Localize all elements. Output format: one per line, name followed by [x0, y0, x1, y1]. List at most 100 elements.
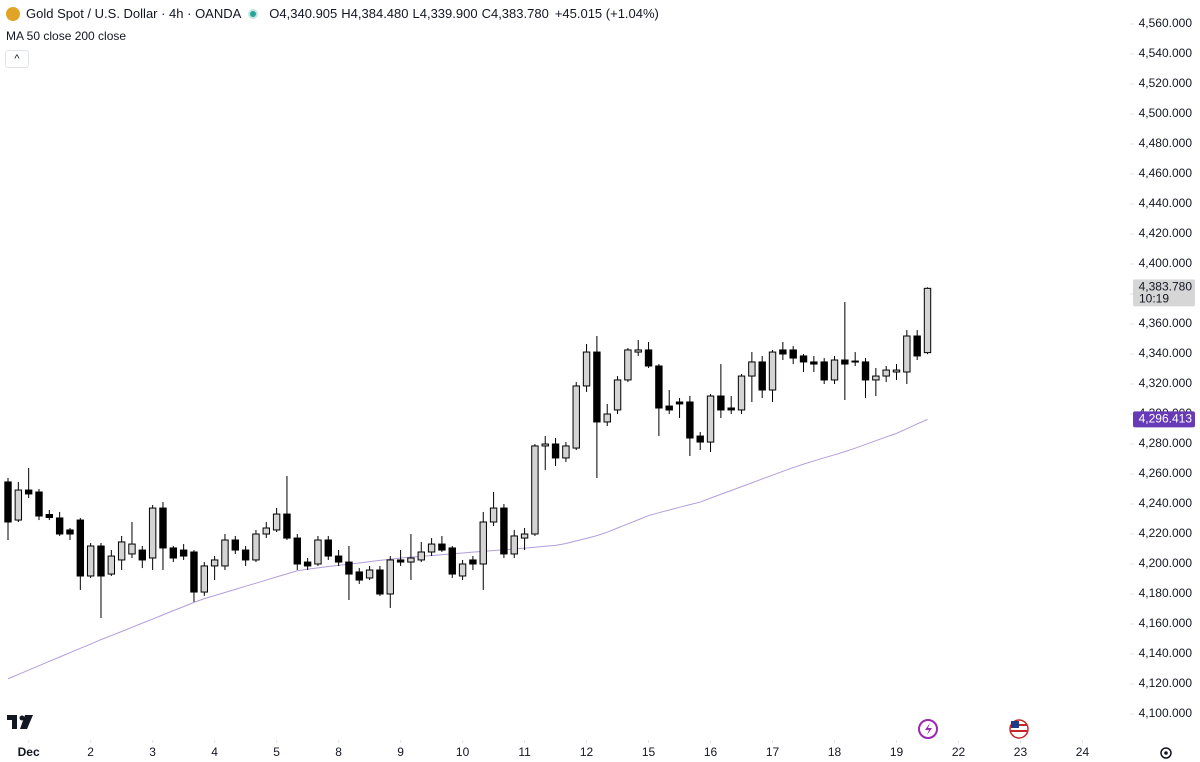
- candle-body: [303, 561, 312, 567]
- indicator-legend[interactable]: MA 50 close 200 close: [6, 29, 127, 43]
- candle-body: [520, 533, 529, 539]
- candle-body: [252, 533, 260, 561]
- candle-body: [179, 549, 188, 557]
- ohlc-label: L: [412, 6, 420, 21]
- candle-body: [159, 507, 167, 549]
- ohlc-values: O4,340.905 H4,384.480 L4,339.900 C4,383.780: [265, 6, 549, 21]
- candle-body: [221, 539, 229, 567]
- ohlc-label: H: [341, 6, 351, 21]
- candle-body: [675, 401, 684, 405]
- x-tick-label: 12: [580, 745, 594, 759]
- candle-body: [572, 385, 580, 449]
- logo-dot: [19, 715, 25, 721]
- ohlc-value: 4,340.905: [279, 6, 338, 21]
- candle-body: [272, 513, 281, 531]
- y-tick-label: 4,360.000: [1139, 316, 1193, 330]
- candle-body: [582, 351, 591, 387]
- y-tick-label: 4,500.000: [1139, 106, 1193, 120]
- y-tick-label: 4,460.000: [1139, 166, 1193, 180]
- y-tick-label: 4,240.000: [1139, 496, 1193, 510]
- candle-body: [872, 375, 880, 381]
- candle-body: [624, 349, 632, 381]
- candle-body: [706, 395, 715, 443]
- candle-body: [810, 361, 818, 365]
- candle-body: [686, 401, 694, 439]
- x-tick-label: 10: [456, 745, 470, 759]
- candle-body: [407, 557, 415, 563]
- ohlc-item: L4,339.900: [413, 6, 478, 21]
- candle-body: [241, 549, 250, 561]
- x-tick-label: 18: [828, 745, 842, 759]
- symbol-title[interactable]: Gold Spot / U.S. Dollar · 4h · OANDA: [26, 6, 242, 21]
- candle-body: [882, 369, 890, 377]
- axis-layer: 4,100.000 4,120.000 4,140.000 4,160.000 4,18…: [18, 16, 1195, 759]
- candle-body: [892, 369, 901, 373]
- candle-body: [334, 555, 343, 563]
- logo-mark: [20, 715, 33, 729]
- candle-body: [913, 335, 921, 357]
- logo[interactable]: [7, 715, 33, 729]
- candle-body: [438, 543, 446, 551]
- x-tick-label: 11: [518, 745, 531, 759]
- candle-body: [758, 361, 766, 391]
- ma-layer: [7, 418, 928, 680]
- y-tick-label: 4,160.000: [1139, 616, 1193, 630]
- y-tick-label: 4,200.000: [1139, 556, 1193, 570]
- change: +45.015 (+1.04%): [554, 6, 659, 21]
- ohlc-value: 4,384.480: [350, 6, 409, 21]
- candle-body: [500, 507, 508, 555]
- candle-body: [479, 521, 487, 565]
- candle-body: [128, 543, 136, 555]
- ohlc-value: 4,383.780: [490, 6, 549, 21]
- event-icon[interactable]: [918, 719, 938, 739]
- y-tick-label: 4,520.000: [1139, 76, 1193, 90]
- x-tick-label: 5: [273, 745, 280, 759]
- settings-hub: [1164, 751, 1168, 755]
- y-tick-label: 4,220.000: [1139, 526, 1193, 540]
- settings-button[interactable]: [1160, 747, 1172, 759]
- event-circle: [918, 719, 938, 739]
- candle-body: [531, 445, 539, 535]
- candle-body: [830, 359, 839, 381]
- ma-tag: [1133, 411, 1195, 428]
- candle-body: [448, 547, 456, 575]
- candle-body: [396, 559, 405, 563]
- flag-stripe: [1011, 730, 1027, 732]
- symbol-icon: [6, 6, 20, 21]
- x-tick-label: 22: [952, 745, 966, 759]
- countdown-label: 10:19: [1139, 292, 1169, 306]
- candle-body: [748, 361, 756, 377]
- candle-body: [66, 529, 74, 535]
- candle-body: [376, 569, 384, 595]
- candle-body: [4, 481, 12, 523]
- candle-body: [86, 545, 95, 577]
- candle-body: [345, 561, 353, 575]
- collapse-button[interactable]: ^: [5, 50, 29, 68]
- flag-icon[interactable]: [1009, 719, 1029, 739]
- candle-body: [603, 413, 611, 423]
- ohlc-value: 4,339.900: [419, 6, 478, 21]
- y-tick-label: 4,420.000: [1139, 226, 1193, 240]
- candle-body: [737, 375, 746, 411]
- candle-body: [903, 335, 911, 373]
- x-tick-label: 15: [642, 745, 656, 759]
- x-tick-label: 8: [335, 745, 342, 759]
- candle-body: [489, 507, 498, 523]
- candle-body: [324, 539, 332, 557]
- candle-body: [768, 351, 777, 391]
- candle-body: [355, 571, 363, 581]
- candle-body: [417, 551, 425, 561]
- symbol-circle: [6, 6, 20, 21]
- ohlc-item: H4,384.480: [341, 6, 408, 21]
- settings-gear: [1160, 747, 1172, 759]
- y-tick-label: 4,560.000: [1139, 16, 1193, 30]
- candle-body: [655, 365, 663, 409]
- candle-body: [283, 513, 291, 539]
- candle-body: [386, 559, 394, 595]
- candle-body: [231, 539, 239, 551]
- candle-body: [45, 514, 54, 519]
- candle-body: [851, 360, 859, 363]
- candle-body: [510, 535, 518, 555]
- y-tick-label: 4,540.000: [1139, 46, 1193, 60]
